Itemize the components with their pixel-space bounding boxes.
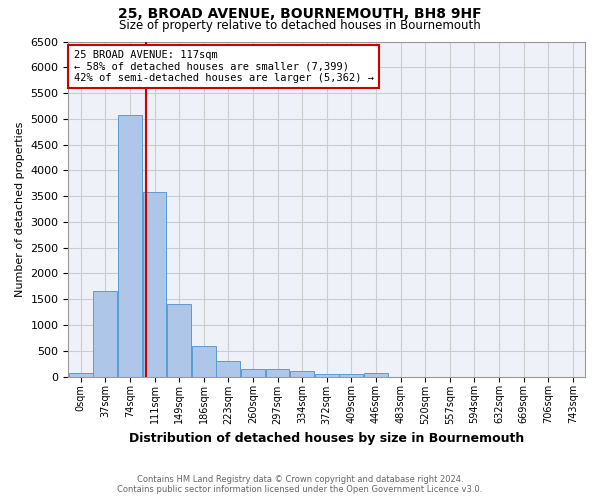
X-axis label: Distribution of detached houses by size in Bournemouth: Distribution of detached houses by size …	[129, 432, 524, 445]
Bar	[315, 374, 338, 376]
Bar	[118, 115, 142, 376]
Bar	[266, 368, 289, 376]
Y-axis label: Number of detached properties: Number of detached properties	[15, 122, 25, 296]
Bar	[192, 346, 215, 376]
Text: 25, BROAD AVENUE, BOURNEMOUTH, BH8 9HF: 25, BROAD AVENUE, BOURNEMOUTH, BH8 9HF	[118, 8, 482, 22]
Bar	[69, 372, 92, 376]
Bar	[364, 374, 388, 376]
Text: 25 BROAD AVENUE: 117sqm
← 58% of detached houses are smaller (7,399)
42% of semi: 25 BROAD AVENUE: 117sqm ← 58% of detache…	[74, 50, 374, 83]
Bar	[290, 372, 314, 376]
Text: Size of property relative to detached houses in Bournemouth: Size of property relative to detached ho…	[119, 18, 481, 32]
Bar	[143, 192, 166, 376]
Bar	[241, 368, 265, 376]
Bar	[340, 374, 363, 376]
Bar	[94, 292, 117, 376]
Text: Contains HM Land Registry data © Crown copyright and database right 2024.
Contai: Contains HM Land Registry data © Crown c…	[118, 474, 482, 494]
Bar	[217, 361, 240, 376]
Bar	[167, 304, 191, 376]
